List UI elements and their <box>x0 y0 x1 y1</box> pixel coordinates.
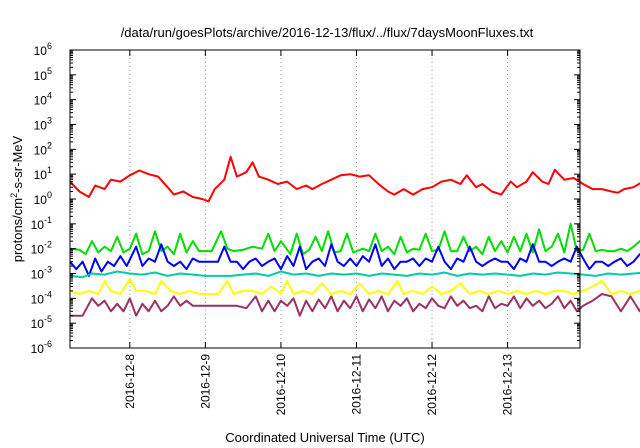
y-tick-exponent: 4 <box>47 91 52 101</box>
y-tick-label: 100 <box>34 190 52 207</box>
y-tick-base: 10 <box>34 44 48 58</box>
y-tick-base: 10 <box>34 168 48 182</box>
y-tick-base: 10 <box>34 143 48 157</box>
y-tick-label: 103 <box>34 116 52 133</box>
y-tick-exponent: 0 <box>47 190 52 200</box>
y-tick-exponent: -4 <box>44 289 52 299</box>
y-tick-base: 10 <box>31 317 45 331</box>
y-tick-exponent: -1 <box>44 215 52 225</box>
series-line-4 <box>69 270 640 279</box>
y-axis-title-superscript: 2 <box>9 193 19 198</box>
y-tick-base: 10 <box>31 342 45 356</box>
y-tick-exponent: 2 <box>47 140 52 150</box>
y-tick-label: 10-1 <box>31 215 52 232</box>
y-tick-base: 10 <box>34 94 48 108</box>
series-line-5 <box>69 278 640 295</box>
y-tick-base: 10 <box>31 243 45 257</box>
series-layer <box>69 155 640 317</box>
y-tick-base: 10 <box>31 268 45 282</box>
y-tick-base: 10 <box>34 119 48 133</box>
y-tick-label: 101 <box>34 165 52 182</box>
plot-frame <box>69 49 581 349</box>
y-tick-exponent: -2 <box>44 240 52 250</box>
y-tick-label: 10-3 <box>31 265 52 282</box>
series-line-1 <box>69 155 640 203</box>
series-line-3 <box>69 243 640 277</box>
y-tick-exponent: 6 <box>47 41 52 51</box>
y-tick-label: 105 <box>34 66 52 83</box>
y-tick-base: 10 <box>34 69 48 83</box>
y-tick-base: 10 <box>31 218 45 232</box>
x-tick-label: 2016-12-11 <box>349 354 363 415</box>
series-line-2 <box>69 222 640 256</box>
y-tick-base: 10 <box>31 292 45 306</box>
x-axis-title: Coordinated Universal Time (UTC) <box>225 430 424 445</box>
x-tick-labels: 2016-12-8 2016-12-9 2016-12-10 2016-12-11 20… <box>123 354 515 416</box>
y-tick-label: 10-5 <box>31 314 52 331</box>
y-tick-label: 10-4 <box>31 289 52 306</box>
y-tick-base: 10 <box>34 193 48 207</box>
x-tick-label: 2016-12-8 <box>123 354 137 409</box>
y-tick-labels: 10-610-510-410-310-210-11001011021031041… <box>31 41 52 356</box>
y-tick-label: 104 <box>34 91 52 108</box>
y-axis-title-rest: -s-sr-MeV <box>10 135 25 192</box>
y-tick-exponent: -6 <box>44 339 52 349</box>
x-tick-label: 2016-12-9 <box>198 354 212 409</box>
y-axis-title-main: protons/cm <box>10 198 25 262</box>
axis-ticks <box>70 49 580 349</box>
y-tick-label: 106 <box>34 41 52 58</box>
chart-title: /data/run/goesPlots/archive/2016-12-13/f… <box>121 25 534 40</box>
y-tick-exponent: 3 <box>47 116 52 126</box>
y-axis-title: protons/cm2-s-sr-MeV <box>9 135 25 262</box>
x-tick-label: 2016-12-12 <box>425 354 439 416</box>
x-tick-label: 2016-12-10 <box>274 354 288 416</box>
y-tick-label: 10-6 <box>31 339 52 356</box>
y-tick-exponent: 1 <box>47 165 52 175</box>
y-tick-exponent: 5 <box>47 66 52 76</box>
series-line-6 <box>70 293 640 317</box>
y-tick-label: 102 <box>34 140 52 157</box>
y-tick-label: 10-2 <box>31 240 52 257</box>
grid-lines <box>129 50 509 348</box>
x-tick-label: 2016-12-13 <box>501 354 515 416</box>
y-tick-exponent: -5 <box>44 314 52 324</box>
y-tick-exponent: -3 <box>44 265 52 275</box>
